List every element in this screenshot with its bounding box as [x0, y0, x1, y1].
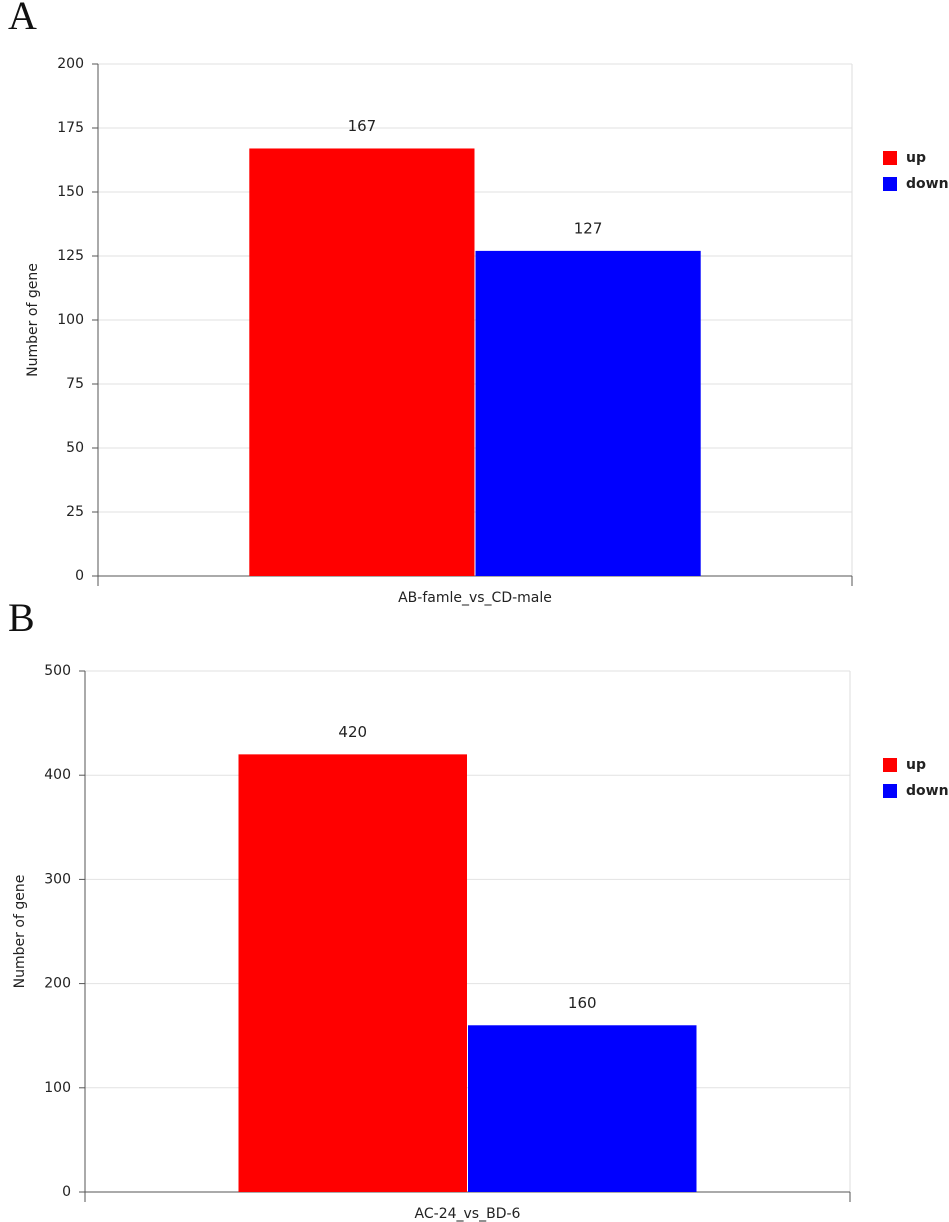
value-label: 160 — [568, 994, 597, 1012]
bar — [238, 754, 467, 1192]
legend-swatch — [883, 758, 897, 772]
y-tick-label: 100 — [44, 1080, 71, 1096]
y-tick-label: 200 — [44, 976, 71, 992]
panel-label: B — [8, 595, 35, 640]
y-tick-label: 300 — [44, 871, 71, 887]
panel-label: A — [8, 0, 37, 38]
y-tick-label: 25 — [66, 504, 84, 520]
value-label: 420 — [338, 723, 367, 741]
bar — [468, 1025, 697, 1192]
y-tick-label: 0 — [62, 1184, 71, 1200]
y-tick-label: 400 — [44, 767, 71, 783]
y-tick-label: 75 — [66, 376, 84, 392]
x-tick-label: AC-24_vs_BD-6 — [415, 1206, 521, 1222]
y-tick-label: 500 — [44, 663, 71, 679]
y-tick-label: 200 — [57, 56, 84, 72]
x-tick-label: AB-famle_vs_CD-male — [398, 590, 552, 606]
y-tick-label: 50 — [66, 440, 84, 456]
legend-swatch — [883, 784, 897, 798]
y-tick-label: 0 — [75, 568, 84, 584]
legend-swatch — [883, 177, 897, 191]
y-tick-label: 175 — [57, 120, 84, 136]
legend-label: down — [906, 783, 949, 799]
legend-label: down — [906, 176, 949, 192]
value-label: 167 — [348, 117, 377, 135]
y-tick-label: 125 — [57, 248, 84, 264]
bar — [475, 250, 701, 576]
y-tick-label: 150 — [57, 184, 84, 200]
value-label: 127 — [574, 219, 603, 237]
y-axis-label: Number of gene — [25, 263, 41, 377]
legend-label: up — [906, 757, 926, 773]
bar — [249, 148, 475, 577]
y-axis-label: Number of gene — [12, 875, 28, 989]
y-tick-label: 100 — [57, 312, 84, 328]
legend-label: up — [906, 150, 926, 166]
legend-swatch — [883, 151, 897, 165]
